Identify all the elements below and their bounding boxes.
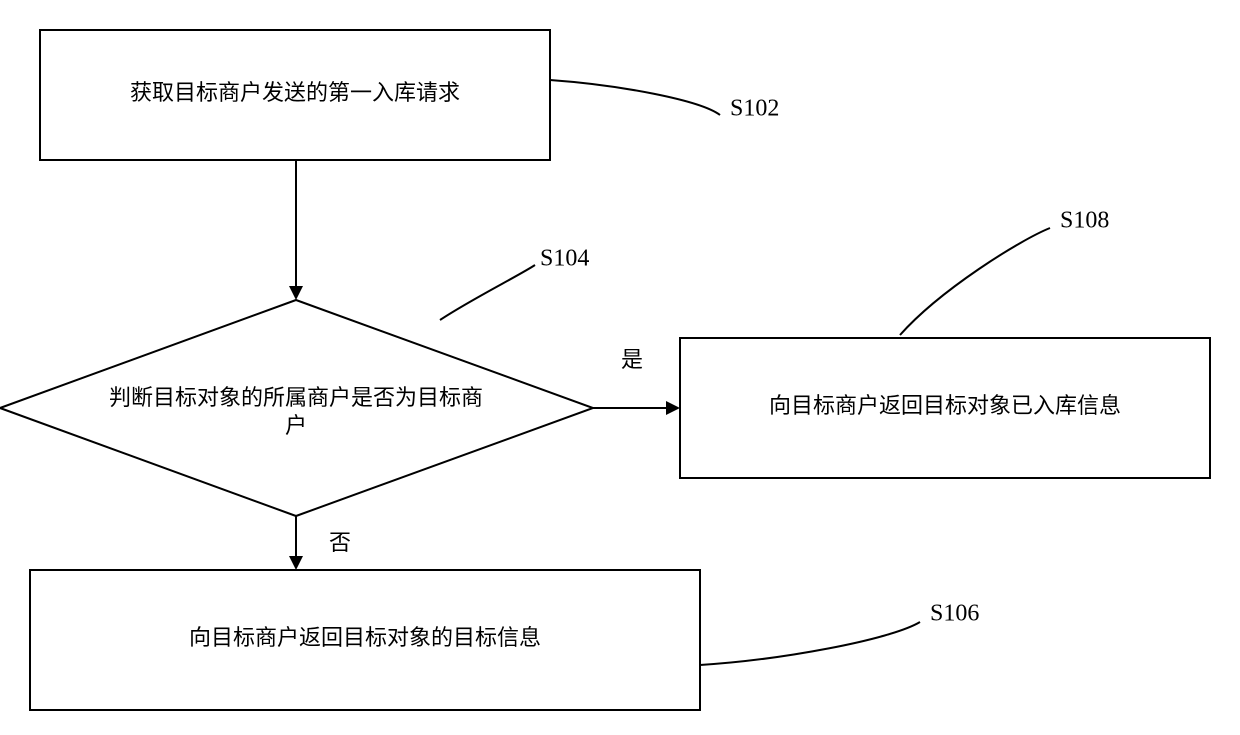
- label-connector-s106: [700, 622, 920, 665]
- edge-s104-s106-label: 否: [329, 530, 351, 555]
- node-s104-text-line1: 判断目标对象的所属商户是否为目标商: [109, 385, 483, 410]
- step-label-s104: S104: [540, 246, 589, 272]
- label-connector-s102: [550, 80, 720, 115]
- label-connector-s108: [900, 228, 1050, 335]
- label-connector-s104: [440, 265, 535, 320]
- node-s102-text: 获取目标商户发送的第一入库请求: [130, 80, 460, 105]
- node-s108-text: 向目标商户返回目标对象已入库信息: [769, 393, 1121, 418]
- flowchart-canvas: 获取目标商户发送的第一入库请求 判断目标对象的所属商户是否为目标商 户 向目标商…: [0, 0, 1240, 735]
- step-label-s108: S108: [1060, 208, 1109, 234]
- node-s104-text-line2: 户: [285, 413, 307, 438]
- arrowhead-icon: [666, 401, 680, 415]
- node-s106-text: 向目标商户返回目标对象的目标信息: [189, 625, 541, 650]
- edge-s104-s108-label: 是: [621, 347, 643, 372]
- arrowhead-icon: [289, 556, 303, 570]
- step-label-s106: S106: [930, 601, 979, 627]
- arrowhead-icon: [289, 286, 303, 300]
- step-label-s102: S102: [730, 96, 779, 122]
